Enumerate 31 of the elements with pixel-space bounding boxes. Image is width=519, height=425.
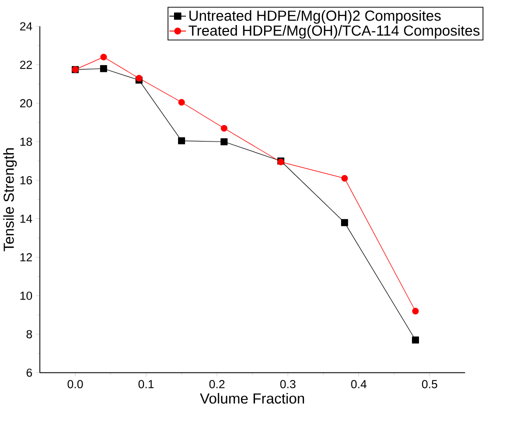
y-tick-label: 6 <box>26 368 32 377</box>
point <box>220 124 228 132</box>
point <box>412 308 419 314</box>
y-tick-label: 14 <box>20 214 32 223</box>
y-tick-label: 16 <box>20 176 32 184</box>
x-tick-label: 0.1 <box>138 380 154 388</box>
x-tick-label: 0.4 <box>351 380 367 388</box>
x-tick-label: 0.5 <box>422 380 438 388</box>
y-tick-label: 22 <box>20 60 32 69</box>
y-tick-label: 20 <box>20 99 32 108</box>
y-tick-label: 12 <box>20 253 32 262</box>
y-tick-label: 24 <box>20 22 32 30</box>
point <box>412 336 419 344</box>
point <box>178 137 186 144</box>
x-tick-label: 0.2 <box>209 380 225 388</box>
y-tick-label: 18 <box>20 138 32 146</box>
x-axis-title: Volume Fraction <box>200 392 304 404</box>
point <box>136 74 142 82</box>
legend-label: Treated HDPE/Mg(OH)/TCA-114 Composites <box>188 24 480 38</box>
y-axis-title: Tensile Strength <box>3 148 17 252</box>
point <box>220 138 228 146</box>
point <box>100 54 107 60</box>
y-tick-label: 8 <box>26 330 32 338</box>
y-tick-label: 10 <box>20 291 32 300</box>
point <box>178 98 185 106</box>
x-tick-label: 0.3 <box>280 380 296 388</box>
point <box>341 174 348 182</box>
x-tick-label: 0.0 <box>68 380 83 388</box>
point <box>341 218 348 226</box>
legend-label: Untreated HDPE/Mg(OH)2 Composites <box>189 10 441 24</box>
point <box>100 64 108 72</box>
